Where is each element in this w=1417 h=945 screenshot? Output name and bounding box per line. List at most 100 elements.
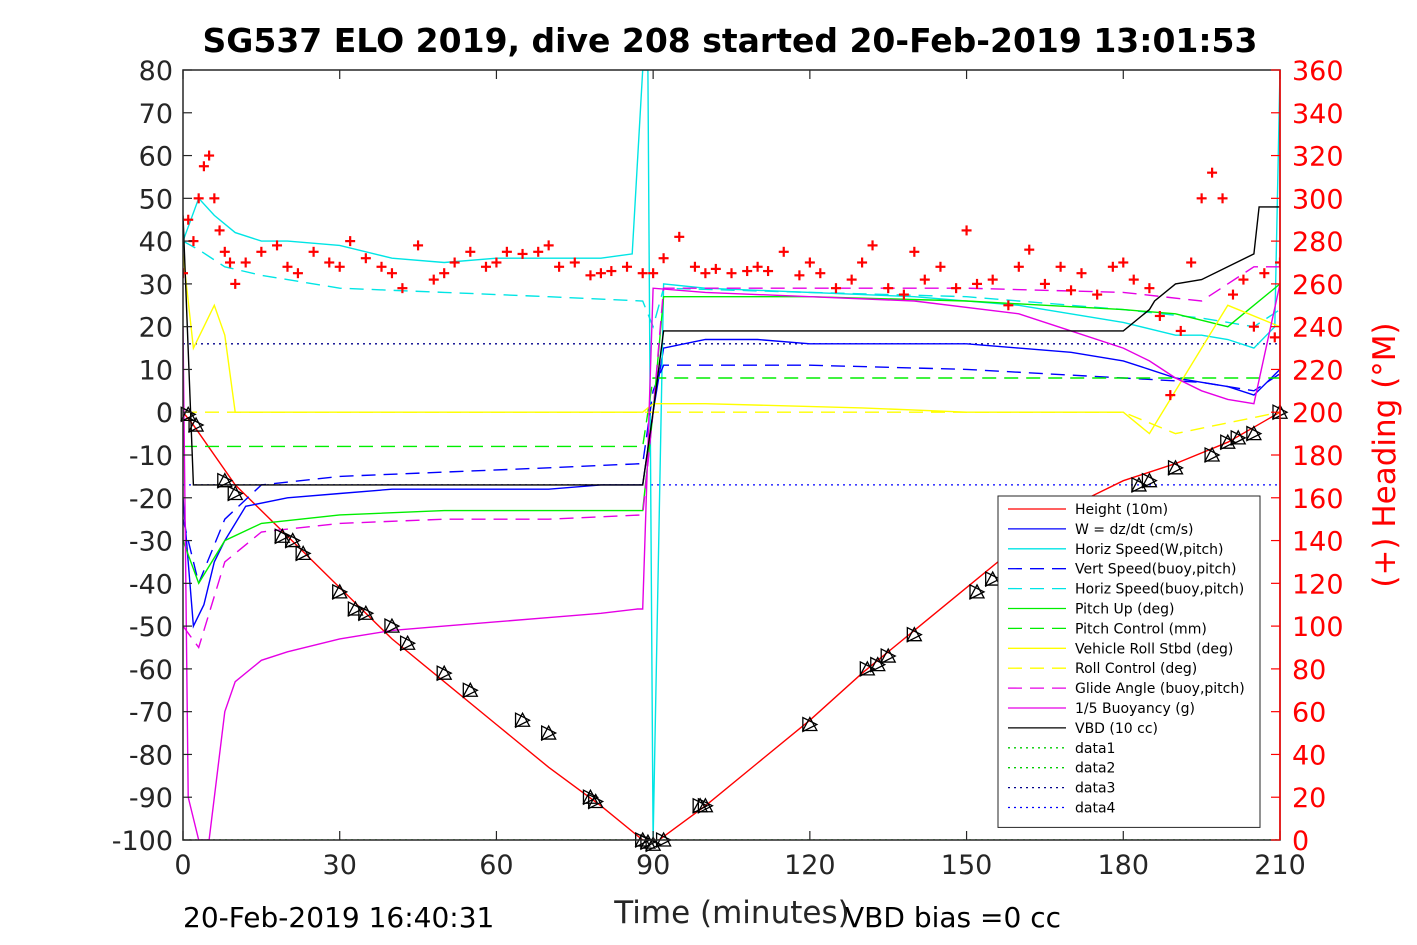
y2-tick-label: 160: [1292, 484, 1344, 515]
heading-point: [1128, 274, 1139, 285]
heading-point: [1259, 268, 1270, 279]
triangle-right: [436, 665, 453, 682]
triangle-up: [801, 716, 818, 732]
legend-entry-roll-control-deg: Roll Control (deg): [1008, 661, 1197, 677]
series-line-vehicle-roll-stbd-deg: [183, 253, 1280, 435]
triangle-up: [880, 647, 897, 663]
triangle-marker: [587, 793, 605, 810]
triangle-up: [1245, 425, 1262, 441]
legend-label: Pitch Up (deg): [1075, 602, 1174, 618]
heading-point: [752, 261, 763, 272]
triangle-right: [1246, 425, 1263, 442]
heading-point: [1024, 244, 1035, 255]
y2-tick-label: 320: [1292, 142, 1344, 173]
y-tick-label: -70: [129, 698, 173, 729]
triangle-marker: [880, 647, 897, 665]
legend-label: W = dz/dt (cm/s): [1075, 522, 1194, 538]
triangle-up: [1167, 459, 1184, 475]
y2-tick-label: 0: [1292, 826, 1309, 857]
heading-point: [501, 246, 512, 257]
triangle-marker: [869, 656, 887, 673]
y2-tick-label: 140: [1292, 527, 1344, 558]
heading-point: [1107, 261, 1118, 272]
legend-entry-glide-angle-buoy-pitch: Glide Angle (buoy,pitch): [1008, 681, 1245, 697]
y2-tick-label: 260: [1292, 270, 1344, 301]
triangle-marker: [1141, 472, 1158, 489]
triangle-right: [462, 682, 479, 699]
heading-point: [1207, 167, 1218, 178]
triangle-marker: [357, 604, 375, 622]
triangle-right: [1141, 472, 1158, 489]
heading-point: [183, 214, 194, 225]
x-tick-label: 180: [1098, 850, 1150, 881]
heading-markers: [183, 150, 1280, 401]
triangle-right: [514, 712, 532, 729]
triangle-marker: [1167, 459, 1184, 476]
series-line-horiz-speed-buoy-pitch: [183, 240, 1280, 329]
heading-point: [256, 246, 267, 257]
heading-point: [1227, 289, 1238, 300]
heading-point: [710, 263, 721, 274]
y-tick-label: 0: [156, 398, 173, 429]
triangle-right: [180, 406, 197, 423]
y-tick-label: 20: [139, 313, 173, 344]
triangle-up: [968, 583, 986, 599]
triangle-marker: [906, 626, 923, 643]
heading-point: [700, 268, 711, 279]
y-tick-label: -30: [129, 527, 173, 558]
heading-point: [794, 270, 805, 281]
x-tick-label: 210: [1254, 850, 1306, 881]
heading-point: [622, 261, 633, 272]
legend-entry-vbd-10-cc: VBD (10 cc): [1008, 721, 1158, 737]
heading-point: [1092, 289, 1103, 300]
y-tick-label: -40: [129, 569, 173, 600]
series-line-horiz-speed-w-pitch: [183, 70, 1280, 840]
y-tick-label: 80: [139, 56, 173, 87]
footer-vbd-bias: VBD bias =0 cc: [845, 901, 1061, 934]
series-line-vbd-10-cc: [183, 206, 1280, 486]
triangle-marker: [462, 681, 479, 699]
triangle-right: [384, 618, 401, 635]
triangle-marker: [1245, 425, 1263, 442]
heading-point: [1066, 285, 1077, 296]
heading-point: [308, 246, 319, 257]
triangle-marker: [697, 797, 714, 814]
heading-point: [909, 246, 920, 257]
series-line-1-5-buoyancy-g: [183, 283, 1280, 840]
heading-point: [674, 231, 685, 242]
heading-point: [1275, 257, 1280, 268]
triangle-right: [217, 472, 234, 489]
triangle-right: [1220, 434, 1237, 451]
heading-point: [1144, 283, 1155, 294]
triangle-up: [1141, 472, 1158, 488]
y2-tick-label: 340: [1292, 99, 1344, 130]
legend-entry-1-5-buoyancy-g: 1/5 Buoyancy (g): [1008, 701, 1195, 717]
heading-point: [360, 253, 371, 264]
x-tick-label: 150: [941, 850, 993, 881]
triangle-marker: [227, 485, 244, 502]
heading-point: [606, 266, 617, 277]
triangle-right: [188, 417, 205, 434]
heading-point: [951, 283, 962, 294]
heading-point: [898, 289, 909, 300]
legend-label: VBD (10 cc): [1075, 721, 1158, 737]
heading-point: [1196, 193, 1207, 204]
legend-entry-data2: data2: [1008, 761, 1115, 777]
legend: Height (10m) W = dz/dt (cm/s) Horiz Speed(…: [997, 495, 1261, 828]
y2-tick-label: 100: [1292, 612, 1344, 643]
triangle-marker: [984, 570, 1002, 588]
x-axis-label: Time (minutes): [613, 895, 849, 931]
heading-point: [376, 261, 387, 272]
y2-tick-label: 60: [1292, 698, 1326, 729]
triangle-up: [540, 724, 557, 740]
triangle-up: [1230, 429, 1247, 445]
triangle-up: [180, 405, 197, 422]
footer-timestamp: 20-Feb-2019 16:40:31: [183, 901, 494, 934]
y2-tick-label: 120: [1292, 569, 1344, 600]
triangle-right: [1167, 459, 1184, 476]
y2-tick-label: 300: [1292, 184, 1344, 215]
x-tick-label: 60: [479, 850, 513, 881]
triangle-right: [285, 532, 302, 549]
heading-point: [1269, 332, 1280, 343]
heading-point: [658, 253, 669, 264]
